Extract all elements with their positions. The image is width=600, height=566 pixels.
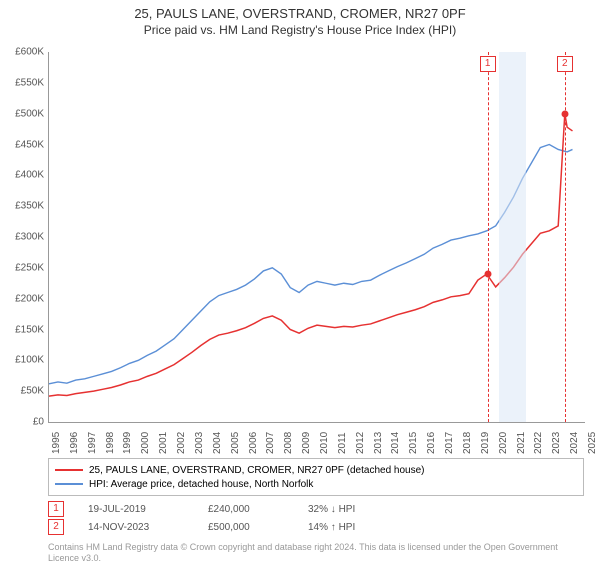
- legend-swatch: [55, 483, 83, 485]
- x-tick-label: 2001: [158, 432, 169, 454]
- chart-subtitle: Price paid vs. HM Land Registry's House …: [0, 23, 600, 37]
- y-tick-label: £150K: [0, 324, 44, 335]
- y-tick-label: £550K: [0, 77, 44, 88]
- y-tick-label: £500K: [0, 108, 44, 119]
- x-tick-label: 2000: [140, 432, 151, 454]
- sale-marker-vline: [565, 52, 566, 422]
- highlight-band: [499, 52, 526, 422]
- x-tick-label: 2004: [212, 432, 223, 454]
- x-tick-label: 2021: [516, 432, 527, 454]
- sale-delta: 14% ↑ HPI: [308, 522, 428, 533]
- sale-row: 2 14-NOV-2023£500,00014% ↑ HPI: [48, 518, 584, 536]
- sale-price: £240,000: [208, 504, 308, 515]
- x-tick-label: 1997: [87, 432, 98, 454]
- x-tick-label: 2013: [373, 432, 384, 454]
- x-tick-label: 2006: [248, 432, 259, 454]
- y-tick-label: £0: [0, 417, 44, 428]
- x-tick-label: 2015: [408, 432, 419, 454]
- series-hpi: [49, 145, 572, 384]
- x-tick-label: 2023: [551, 432, 562, 454]
- chart-container: 25, PAULS LANE, OVERSTRAND, CROMER, NR27…: [0, 6, 600, 566]
- legend-label: HPI: Average price, detached house, Nort…: [89, 479, 313, 490]
- x-tick-label: 2011: [337, 432, 348, 454]
- legend-box: 25, PAULS LANE, OVERSTRAND, CROMER, NR27…: [48, 458, 584, 496]
- sale-row: 1 19-JUL-2019£240,00032% ↓ HPI: [48, 500, 584, 518]
- y-tick-label: £300K: [0, 232, 44, 243]
- attribution-text: Contains HM Land Registry data © Crown c…: [48, 542, 584, 564]
- x-tick-label: 1998: [105, 432, 116, 454]
- chart-plot-area: 12: [48, 52, 585, 423]
- x-tick-label: 2008: [283, 432, 294, 454]
- x-tick-label: 2010: [319, 432, 330, 454]
- sale-price: £500,000: [208, 522, 308, 533]
- series-price_paid: [49, 114, 572, 396]
- sales-table: 1 19-JUL-2019£240,00032% ↓ HPI 2 14-NOV-202…: [48, 500, 584, 536]
- legend-item: HPI: Average price, detached house, Nort…: [55, 477, 577, 491]
- x-tick-label: 1996: [69, 432, 80, 454]
- legend-label: 25, PAULS LANE, OVERSTRAND, CROMER, NR27…: [89, 465, 425, 476]
- legend-item: 25, PAULS LANE, OVERSTRAND, CROMER, NR27…: [55, 463, 577, 477]
- y-tick-label: £200K: [0, 293, 44, 304]
- legend-swatch: [55, 469, 83, 471]
- x-tick-label: 2002: [176, 432, 187, 454]
- x-tick-label: 2025: [587, 432, 598, 454]
- y-tick-label: £250K: [0, 262, 44, 273]
- x-tick-label: 2024: [569, 432, 580, 454]
- x-tick-label: 2014: [390, 432, 401, 454]
- x-tick-label: 2017: [444, 432, 455, 454]
- x-tick-label: 2022: [533, 432, 544, 454]
- x-tick-label: 1995: [51, 432, 62, 454]
- sale-marker-box: 1: [480, 56, 496, 72]
- x-tick-label: 2018: [462, 432, 473, 454]
- x-tick-label: 2016: [426, 432, 437, 454]
- sale-marker-dot: [561, 110, 568, 117]
- x-tick-label: 2012: [355, 432, 366, 454]
- y-tick-label: £400K: [0, 170, 44, 181]
- x-tick-label: 2020: [498, 432, 509, 454]
- sale-marker-vline: [488, 52, 489, 422]
- x-tick-label: 2019: [480, 432, 491, 454]
- x-tick-label: 2003: [194, 432, 205, 454]
- sale-delta: 32% ↓ HPI: [308, 504, 428, 515]
- x-tick-label: 2007: [265, 432, 276, 454]
- sale-date: 14-NOV-2023: [88, 522, 208, 533]
- sale-row-marker: 1: [48, 501, 64, 517]
- y-tick-label: £450K: [0, 139, 44, 150]
- sale-marker-dot: [484, 271, 491, 278]
- chart-title: 25, PAULS LANE, OVERSTRAND, CROMER, NR27…: [0, 6, 600, 21]
- y-tick-label: £350K: [0, 201, 44, 212]
- x-tick-label: 1999: [122, 432, 133, 454]
- y-tick-label: £600K: [0, 47, 44, 58]
- y-tick-label: £100K: [0, 355, 44, 366]
- y-tick-label: £50K: [0, 386, 44, 397]
- sale-date: 19-JUL-2019: [88, 504, 208, 515]
- sale-row-marker: 2: [48, 519, 64, 535]
- x-tick-label: 2005: [230, 432, 241, 454]
- sale-marker-box: 2: [557, 56, 573, 72]
- x-tick-label: 2009: [301, 432, 312, 454]
